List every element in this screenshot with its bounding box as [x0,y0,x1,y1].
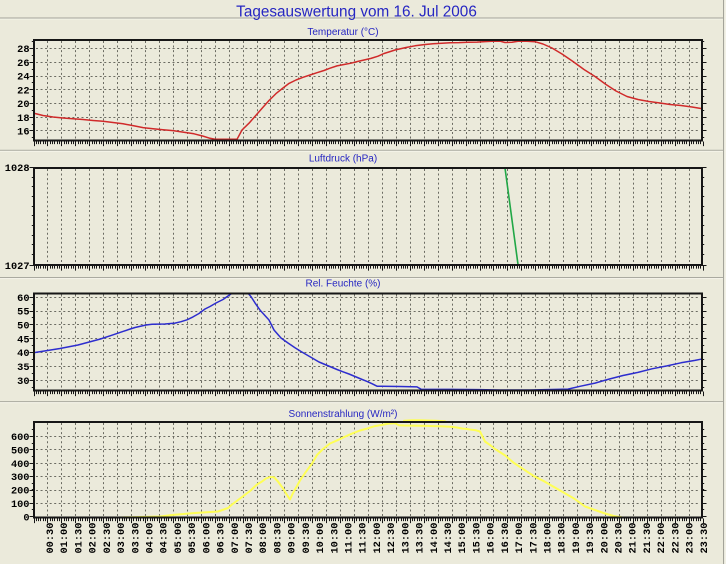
svg-text:00:30: 00:30 [45,523,57,554]
svg-text:Rel. Feuchte (%): Rel. Feuchte (%) [305,279,380,290]
svg-text:12:30: 12:30 [386,523,398,554]
svg-text:100: 100 [11,499,30,511]
svg-text:02:30: 02:30 [102,523,114,554]
svg-text:09:30: 09:30 [301,523,313,554]
svg-text:14:30: 14:30 [443,523,455,554]
svg-text:23:00: 23:00 [685,523,697,554]
svg-text:01:30: 01:30 [73,523,85,554]
svg-text:50: 50 [17,321,29,333]
svg-text:04:00: 04:00 [145,523,157,554]
svg-text:Tagesauswertung vom 16. Jul 20: Tagesauswertung vom 16. Jul 2006 [236,3,477,20]
svg-text:13:00: 13:00 [400,523,412,554]
svg-text:40: 40 [17,348,29,360]
svg-text:22:30: 22:30 [670,523,682,554]
svg-text:55: 55 [17,307,29,319]
svg-text:15:00: 15:00 [457,523,469,554]
svg-text:19:30: 19:30 [585,523,597,554]
svg-text:0: 0 [23,512,29,524]
svg-text:18:00: 18:00 [542,523,554,554]
svg-text:24: 24 [17,72,29,84]
svg-text:Sonnenstrahlung (W/m²): Sonnenstrahlung (W/m²) [289,409,398,420]
svg-text:01:00: 01:00 [59,523,71,554]
svg-text:16:30: 16:30 [500,523,512,554]
svg-text:16: 16 [17,127,29,139]
svg-text:45: 45 [17,334,29,346]
svg-text:06:30: 06:30 [216,523,228,554]
svg-text:21:00: 21:00 [628,523,640,554]
svg-text:500: 500 [11,446,30,458]
svg-text:02:00: 02:00 [88,523,100,554]
svg-text:08:00: 08:00 [258,523,270,554]
svg-text:03:30: 03:30 [130,523,142,554]
svg-text:28: 28 [17,44,29,56]
svg-text:Luftdruck (hPa): Luftdruck (hPa) [309,154,377,165]
svg-text:17:00: 17:00 [514,523,526,554]
svg-text:20:30: 20:30 [614,523,626,554]
svg-text:18: 18 [17,113,29,125]
svg-text:19:00: 19:00 [571,523,583,554]
svg-text:17:30: 17:30 [528,523,540,554]
svg-text:200: 200 [11,486,30,498]
svg-text:11:00: 11:00 [343,523,355,554]
svg-text:400: 400 [11,459,30,471]
svg-text:08:30: 08:30 [272,523,284,554]
svg-text:06:00: 06:00 [201,523,213,554]
svg-text:05:00: 05:00 [173,523,185,554]
svg-text:16:00: 16:00 [486,523,498,554]
svg-text:20: 20 [17,99,29,111]
svg-text:600: 600 [11,432,30,444]
svg-text:12:00: 12:00 [372,523,384,554]
svg-text:10:00: 10:00 [315,523,327,554]
svg-text:07:30: 07:30 [244,523,256,554]
svg-text:15:30: 15:30 [471,523,483,554]
svg-text:18:30: 18:30 [557,523,569,554]
svg-text:04:30: 04:30 [159,523,171,554]
svg-text:03:00: 03:00 [116,523,128,554]
svg-text:35: 35 [17,362,29,374]
svg-text:Temperatur (°C): Temperatur (°C) [307,27,378,38]
svg-text:05:30: 05:30 [187,523,199,554]
svg-text:22:00: 22:00 [656,523,668,554]
svg-text:14:00: 14:00 [429,523,441,554]
svg-text:09:00: 09:00 [287,523,299,554]
svg-text:1027: 1027 [5,261,30,273]
svg-text:60: 60 [17,293,29,305]
svg-text:11:30: 11:30 [358,523,370,554]
svg-text:10:30: 10:30 [329,523,341,554]
svg-text:22: 22 [17,85,29,97]
svg-text:07:00: 07:00 [230,523,242,554]
svg-text:30: 30 [17,376,29,388]
svg-text:20:00: 20:00 [599,523,611,554]
svg-text:26: 26 [17,58,29,70]
svg-text:1028: 1028 [5,163,30,175]
svg-text:23:30: 23:30 [699,523,711,554]
svg-text:13:30: 13:30 [415,523,427,554]
svg-text:21:30: 21:30 [642,523,654,554]
svg-text:300: 300 [11,472,30,484]
